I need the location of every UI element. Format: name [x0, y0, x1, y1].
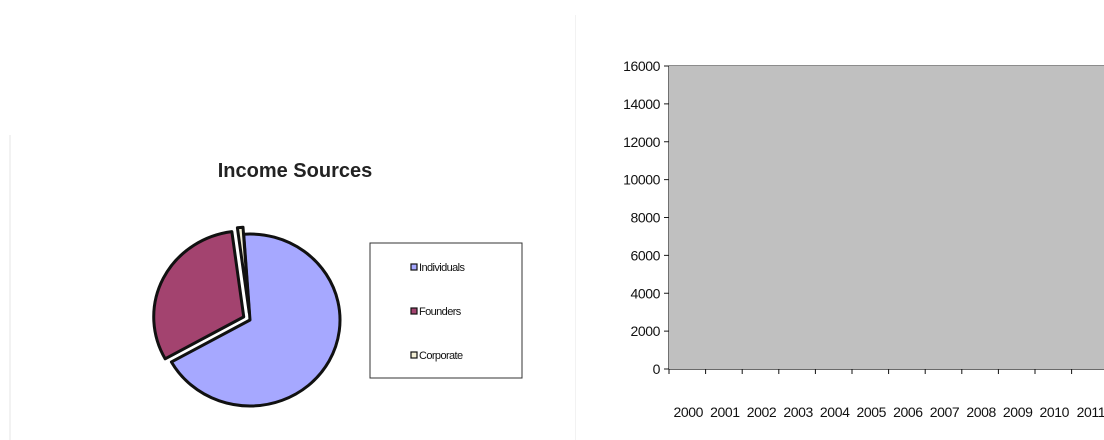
- pie-slice-corporate: [235, 225, 251, 315]
- x-tick-label-2005: 2005: [857, 404, 887, 420]
- pie-slices: [152, 225, 342, 408]
- bar-chart: 0 2000 4000 6000 8000 10000 12000 14000 16000 20…: [575, 15, 1104, 440]
- y-tick-label-4000: 4000: [630, 285, 660, 301]
- y-tick-label-6000: 6000: [630, 247, 660, 263]
- y-tick-label-2000: 2000: [630, 323, 660, 339]
- x-tick-label-2011: 2011: [1077, 404, 1104, 420]
- x-tick-label-2003: 2003: [783, 404, 813, 420]
- x-tick-label-2010: 2010: [1040, 404, 1070, 420]
- pie-chart: Income Sources Individuals Founders Corpor…: [9, 135, 523, 440]
- pie-legend-swatch-founders: [410, 307, 418, 315]
- pie-legend-label-founders: Founders: [419, 306, 462, 318]
- x-tick-label-2002: 2002: [747, 404, 777, 420]
- pie-legend-box: [369, 242, 523, 379]
- pie-slice-individuals: [169, 232, 342, 408]
- pie-slice-founders: [152, 230, 246, 361]
- y-tick-label-12000: 12000: [623, 134, 661, 150]
- pie-legend: Individuals Founders Corporate: [410, 262, 466, 362]
- pie-legend-label-individuals: Individuals: [419, 262, 465, 274]
- x-tick-label-2000: 2000: [674, 404, 704, 420]
- pie-legend-swatch-corporate: [410, 351, 418, 359]
- x-tick-label-2006: 2006: [893, 404, 923, 420]
- y-tick-label-0: 0: [653, 361, 661, 377]
- x-tick-labels: 2000 2001 2002 2003 2004 2005 2006 2007 2008 2009…: [674, 404, 1104, 420]
- bar-chart-panel: 0 2000 4000 6000 8000 10000 12000 14000 16000 20…: [575, 0, 1104, 440]
- pie-chart-panel: Income Sources Individuals Founders Corpor…: [9, 135, 523, 440]
- x-tick-label-2009: 2009: [1003, 404, 1033, 420]
- pie-legend-label-corporate: Corporate: [419, 350, 463, 362]
- pie-title: Income Sources: [218, 160, 373, 182]
- x-tick-label-2007: 2007: [930, 404, 960, 420]
- y-tick-label-16000: 16000: [623, 58, 661, 74]
- x-tick-label-2008: 2008: [966, 404, 996, 420]
- pie-legend-swatch-individuals: [410, 263, 418, 271]
- y-tick-label-8000: 8000: [630, 210, 660, 226]
- y-tick-label-14000: 14000: [623, 96, 661, 112]
- y-tick-labels: 0 2000 4000 6000 8000 10000 12000 14000 16000: [623, 58, 661, 377]
- x-tick-label-2001: 2001: [710, 404, 740, 420]
- x-tick-label-2004: 2004: [820, 404, 850, 420]
- y-tick-label-10000: 10000: [623, 172, 661, 188]
- plot-background: [669, 66, 1104, 369]
